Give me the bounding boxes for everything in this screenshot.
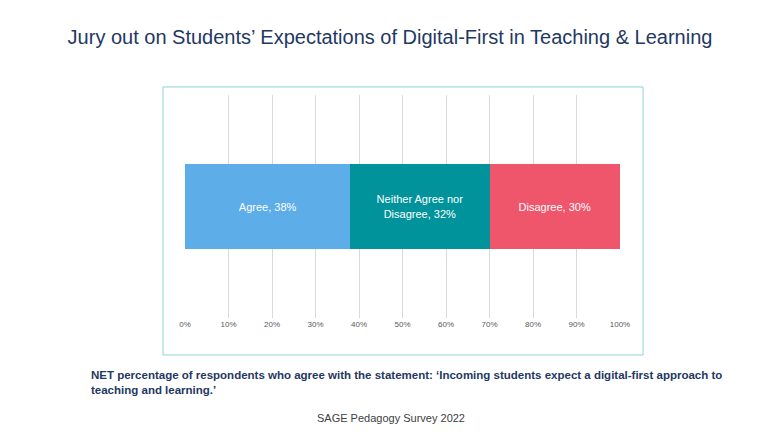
svg-text:0%: 0% <box>179 320 191 329</box>
svg-text:70%: 70% <box>481 320 497 329</box>
svg-text:80%: 80% <box>525 320 541 329</box>
svg-text:40%: 40% <box>351 320 367 329</box>
svg-text:Disagree, 30%: Disagree, 30% <box>519 201 591 213</box>
svg-text:NET percentage of respondents: NET percentage of respondents who agree … <box>91 369 722 396</box>
svg-text:Agree, 38%: Agree, 38% <box>239 201 297 213</box>
svg-text:Neither Agree norDisagree, 32%: Neither Agree norDisagree, 32% <box>377 193 464 219</box>
svg-text:90%: 90% <box>568 320 584 329</box>
svg-text:10%: 10% <box>220 320 236 329</box>
svg-text:100%: 100% <box>610 320 630 329</box>
svg-text:20%: 20% <box>264 320 280 329</box>
svg-text:SAGE Pedagogy Survey 2022: SAGE Pedagogy Survey 2022 <box>317 412 465 424</box>
svg-text:30%: 30% <box>307 320 323 329</box>
svg-text:50%: 50% <box>394 320 410 329</box>
svg-text:Jury out on Students’ Expectat: Jury out on Students’ Expectations of Di… <box>68 26 713 48</box>
svg-text:60%: 60% <box>438 320 454 329</box>
